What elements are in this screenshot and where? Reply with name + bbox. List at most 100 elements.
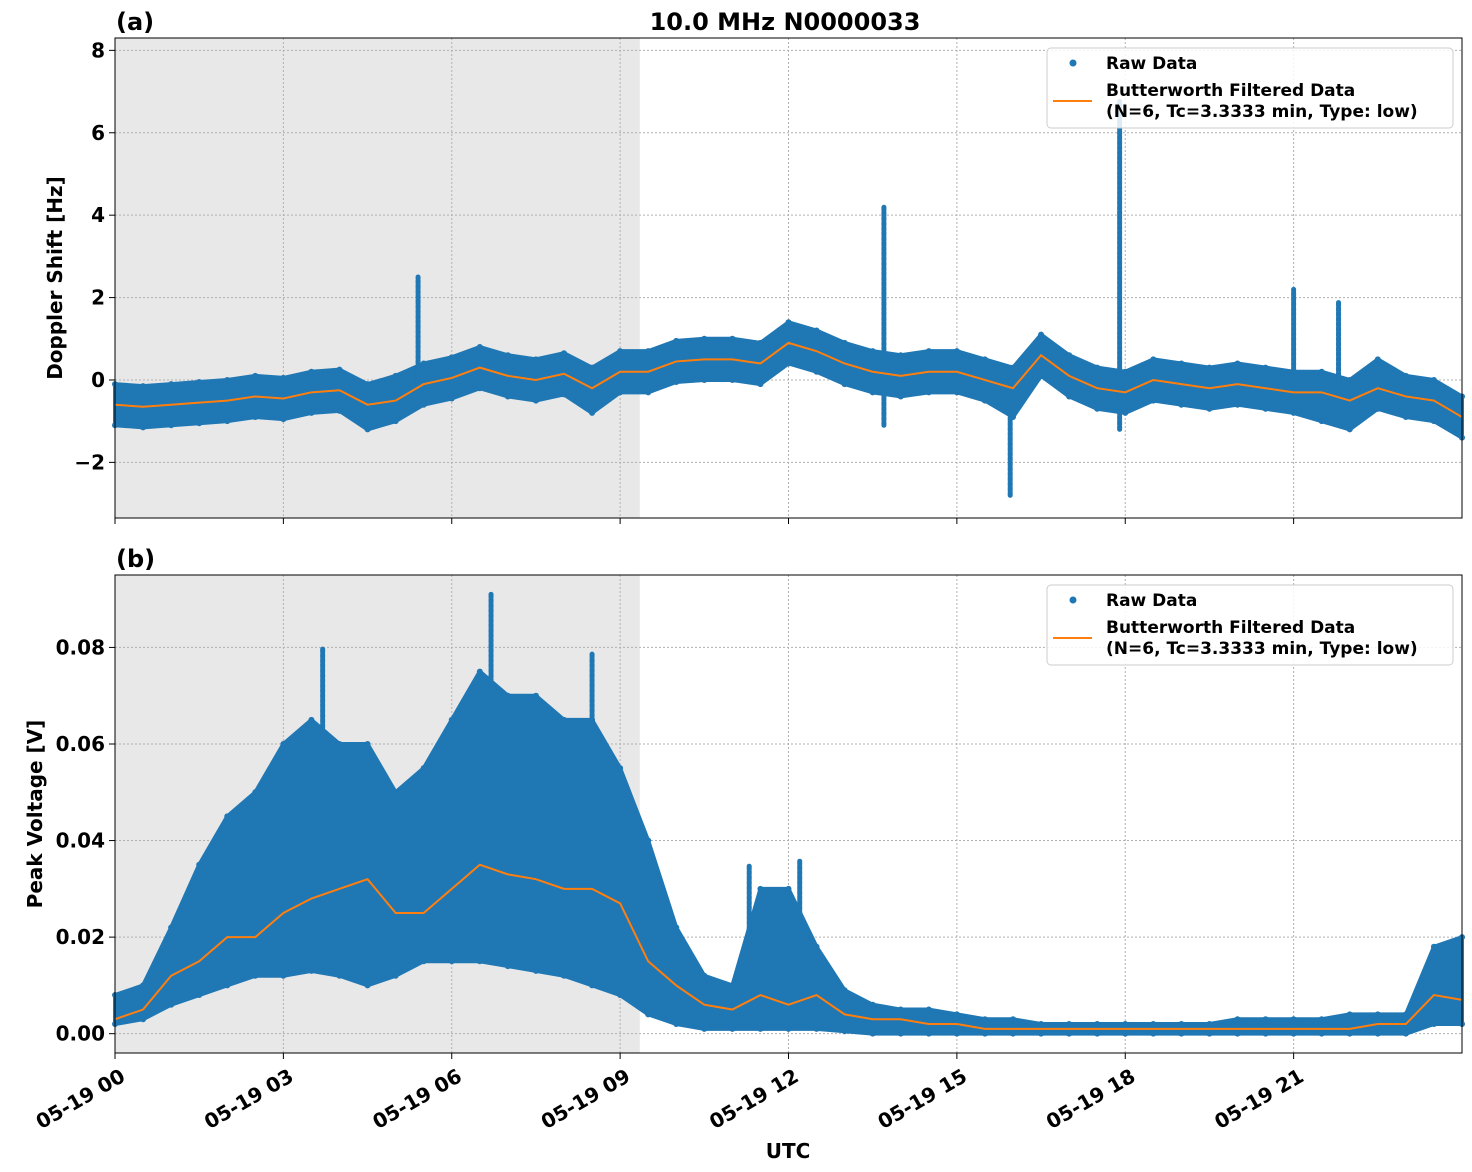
raw-data-point [420,958,427,965]
raw-data-point [504,352,511,359]
raw-data-point [1318,1016,1325,1023]
raw-data-point [1066,1021,1073,1028]
raw-data-point [897,393,904,400]
raw-data-point [1122,409,1129,416]
raw-data-point [364,426,371,433]
raw-data-point [1038,331,1045,338]
raw-data-point [448,716,455,723]
raw-data-point [532,967,539,974]
raw-data-point [1262,1030,1269,1037]
raw-data-point [729,982,736,989]
y-tick-label: 0.08 [56,635,105,659]
raw-data-point [364,381,371,388]
raw-data-point [140,424,147,431]
raw-data-point [841,987,848,994]
legend-filtered-params: (N=6, Tc=3.3333 min, Type: low) [1106,639,1418,659]
raw-data-point [1262,1016,1269,1023]
night-shading [115,38,640,518]
raw-data-point [1430,418,1437,425]
raw-data-point [897,352,904,359]
raw-data-point [645,1011,652,1018]
raw-data-point [420,765,427,772]
raw-data-point [953,389,960,396]
raw-data-point [785,885,792,892]
panel-a: −2 0 2 4 6 8 Raw Data Butterworth Filtered Data… [74,37,1465,524]
raw-data-point [392,972,399,979]
raw-data-point [1430,376,1437,383]
raw-data-point [1234,360,1241,367]
raw-data-point [897,1006,904,1013]
y-tick-label: −2 [74,450,105,474]
legend-raw-label: Raw Data [1106,591,1197,611]
legend-filtered-params: (N=6, Tc=3.3333 min, Type: low) [1106,102,1418,122]
legend-filtered-label: Butterworth Filtered Data [1106,81,1355,101]
raw-data-point [1178,360,1185,367]
raw-data-point [925,1006,932,1013]
raw-data-point [897,1030,904,1037]
raw-data-point [1402,1030,1409,1037]
raw-data-point [1318,418,1325,425]
raw-data-point [1430,943,1437,950]
raw-data-point [252,789,259,796]
x-tick-label: 05-19 12 [705,1064,803,1134]
raw-data-point [1122,1021,1129,1028]
y-tick-label: 0 [91,368,105,392]
raw-data-point [308,368,315,375]
raw-data-point [1262,364,1269,371]
raw-data-point [785,1025,792,1032]
raw-data-point [673,379,680,386]
raw-data-point [252,372,259,379]
raw-data-point [561,350,567,357]
raw-data-point [757,339,764,346]
raw-data-point [1094,1030,1101,1037]
y-tick-label: 0.02 [56,925,105,949]
raw-data-point [841,381,848,388]
raw-data-point [224,418,231,425]
raw-data-point [617,992,624,999]
raw-data-point [1094,1021,1101,1028]
raw-data-point [813,1025,820,1032]
legend: Raw Data Butterworth Filtered Data(N=6, T… [1046,47,1454,129]
raw-data-point [1374,1030,1381,1037]
x-tick-label: 05-19 21 [1210,1064,1308,1134]
raw-data-point [785,319,792,326]
raw-data-point [953,1030,960,1037]
raw-data-point [1122,368,1129,375]
raw-data-point [1038,1021,1045,1028]
raw-data-point [757,1025,764,1032]
raw-data-point [561,391,567,398]
raw-data-point [1206,364,1213,371]
raw-data-point [981,1030,988,1037]
raw-data-point [701,1025,708,1032]
raw-data-point [1318,368,1325,375]
raw-data-point [392,789,399,796]
x-tick-label: 05-19 03 [200,1064,298,1134]
y-tick-label: 0.06 [56,732,105,756]
raw-data-point [1290,1016,1297,1023]
raw-data-point [925,389,932,396]
raw-data-point [280,416,287,423]
raw-data-point [196,420,203,427]
panel-b: 05-19 00 05-19 03 05-19 06 05-19 09 05-19 12… [32,574,1465,1134]
raw-data-point [925,1030,932,1037]
raw-data-point [645,837,652,844]
raw-data-point [701,972,708,979]
raw-data-point [1262,405,1269,412]
raw-data-point [673,924,680,931]
raw-data-point [1094,364,1101,371]
raw-data-point [336,407,343,414]
y-tick-label: 2 [91,286,105,310]
raw-data-point [252,414,259,421]
raw-data-point [673,337,680,344]
raw-data-point [308,716,315,723]
raw-data-point [1430,1021,1437,1028]
raw-data-point [140,1016,147,1023]
raw-data-point [1374,356,1381,363]
y-tick-label: 0.04 [56,829,105,853]
raw-data-point [1346,426,1353,433]
raw-data-point [1290,409,1297,416]
raw-data-point [336,366,343,373]
raw-data-point [252,972,259,979]
raw-data-point [476,385,483,392]
raw-data-point [981,1016,988,1023]
